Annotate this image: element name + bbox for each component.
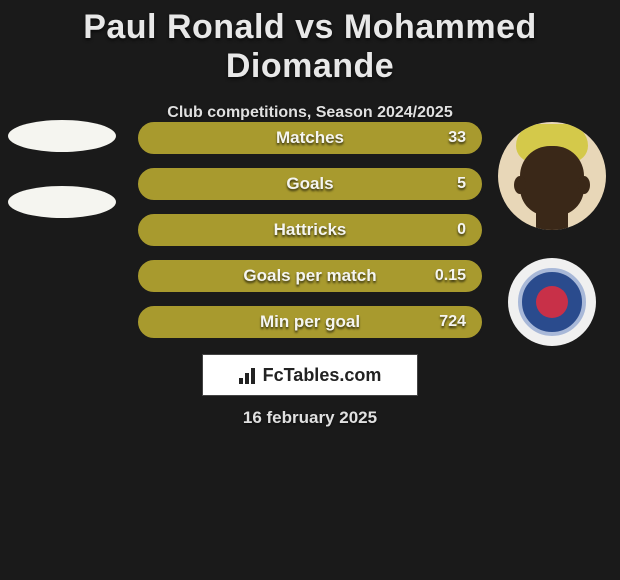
- right-player-block: [498, 122, 606, 346]
- page-title: Paul Ronald vs Mohammed Diomande: [0, 0, 620, 86]
- stat-value: 5: [457, 175, 466, 193]
- stat-bar-min-per-goal: Min per goal 724: [136, 304, 484, 340]
- stat-label: Goals: [286, 174, 333, 194]
- stat-value: 0: [457, 221, 466, 239]
- stat-bar-matches: Matches 33: [136, 120, 484, 156]
- stat-label: Hattricks: [274, 220, 347, 240]
- bar-chart-icon: [239, 366, 259, 384]
- stat-bar-hattricks: Hattricks 0: [136, 212, 484, 248]
- brand-text: FcTables.com: [263, 365, 382, 386]
- stats-bars: Matches 33 Goals 5 Hattricks 0 Goals per…: [136, 120, 484, 340]
- stat-value: 724: [439, 313, 466, 331]
- date-text: 16 february 2025: [0, 408, 620, 428]
- stat-value: 33: [448, 129, 466, 147]
- stat-value: 0.15: [435, 267, 466, 285]
- stat-label: Goals per match: [243, 266, 376, 286]
- stat-bar-goals: Goals 5: [136, 166, 484, 202]
- stat-label: Matches: [276, 128, 344, 148]
- brand-box[interactable]: FcTables.com: [202, 354, 418, 396]
- player-placeholder: [8, 120, 116, 152]
- stat-label: Min per goal: [260, 312, 360, 332]
- club-placeholder: [8, 186, 116, 218]
- club-badge: [508, 258, 596, 346]
- player-avatar: [498, 122, 606, 230]
- stat-bar-goals-per-match: Goals per match 0.15: [136, 258, 484, 294]
- left-player-placeholders: [8, 120, 116, 218]
